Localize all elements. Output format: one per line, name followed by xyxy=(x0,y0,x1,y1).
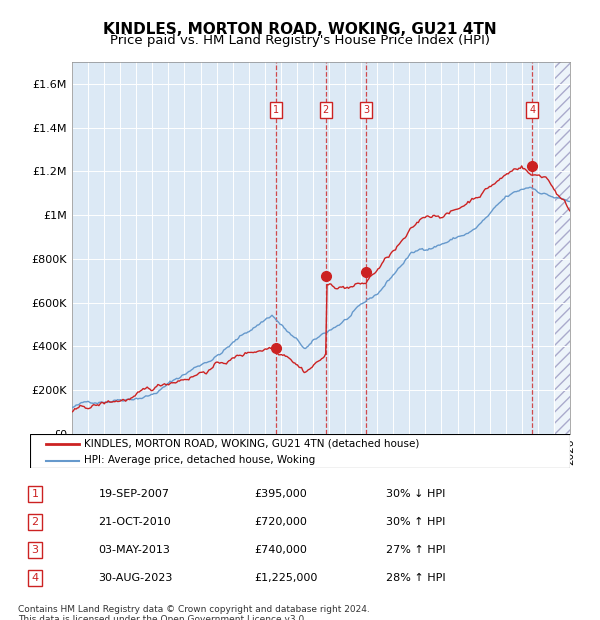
Text: 03-MAY-2013: 03-MAY-2013 xyxy=(98,545,170,555)
Text: 21-OCT-2010: 21-OCT-2010 xyxy=(98,517,171,527)
Text: £1,225,000: £1,225,000 xyxy=(254,573,317,583)
Text: 3: 3 xyxy=(364,105,370,115)
Text: KINDLES, MORTON ROAD, WOKING, GU21 4TN (detached house): KINDLES, MORTON ROAD, WOKING, GU21 4TN (… xyxy=(84,438,419,448)
Text: 27% ↑ HPI: 27% ↑ HPI xyxy=(386,545,446,555)
FancyBboxPatch shape xyxy=(30,434,570,468)
Text: KINDLES, MORTON ROAD, WOKING, GU21 4TN: KINDLES, MORTON ROAD, WOKING, GU21 4TN xyxy=(103,22,497,37)
Text: Price paid vs. HM Land Registry's House Price Index (HPI): Price paid vs. HM Land Registry's House … xyxy=(110,34,490,47)
Text: 30% ↓ HPI: 30% ↓ HPI xyxy=(386,489,446,499)
Text: 4: 4 xyxy=(529,105,535,115)
Text: 1: 1 xyxy=(273,105,280,115)
Text: HPI: Average price, detached house, Woking: HPI: Average price, detached house, Woki… xyxy=(84,455,315,465)
Text: 3: 3 xyxy=(32,545,38,555)
Text: 30% ↑ HPI: 30% ↑ HPI xyxy=(386,517,446,527)
Text: 19-SEP-2007: 19-SEP-2007 xyxy=(98,489,169,499)
Text: 1: 1 xyxy=(32,489,38,499)
Text: 4: 4 xyxy=(31,573,38,583)
Text: 2: 2 xyxy=(323,105,329,115)
Text: 2: 2 xyxy=(31,517,38,527)
Text: 30-AUG-2023: 30-AUG-2023 xyxy=(98,573,173,583)
Text: 28% ↑ HPI: 28% ↑ HPI xyxy=(386,573,446,583)
Text: £720,000: £720,000 xyxy=(254,517,307,527)
Text: £395,000: £395,000 xyxy=(254,489,307,499)
Text: £740,000: £740,000 xyxy=(254,545,307,555)
Text: Contains HM Land Registry data © Crown copyright and database right 2024.
This d: Contains HM Land Registry data © Crown c… xyxy=(18,604,370,620)
